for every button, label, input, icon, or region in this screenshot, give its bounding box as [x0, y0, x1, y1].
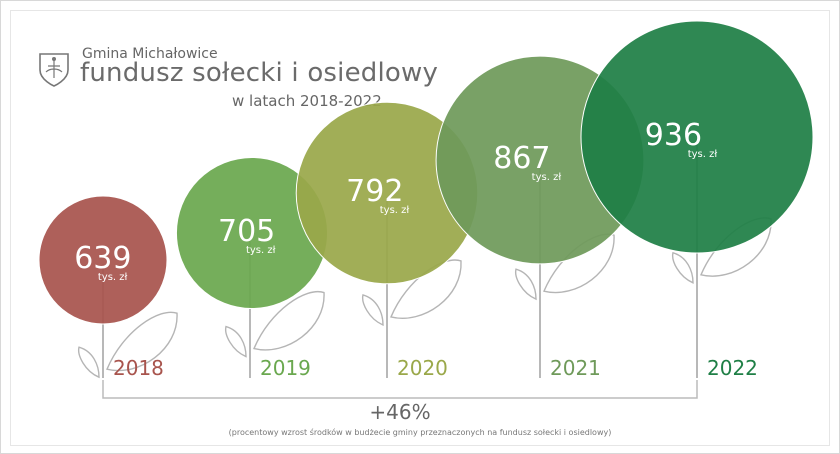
flower-leaf: [362, 294, 384, 326]
year-label: 2021: [550, 356, 601, 380]
flower-leaf: [78, 346, 100, 379]
flower-leaf: [106, 311, 178, 372]
flower-leaf: [515, 268, 537, 301]
page-title: fundusz sołecki i osiedlowy: [80, 58, 439, 88]
year-label: 2019: [260, 356, 311, 380]
inner-frame: [10, 10, 830, 446]
value-label: 705: [218, 214, 275, 249]
flower-leaf: [672, 251, 694, 284]
total-change: +46%: [369, 400, 431, 424]
year-label: 2020: [397, 356, 448, 380]
flower-circle: [580, 20, 814, 254]
bracket: [102, 380, 698, 399]
flower-leaf: [225, 325, 247, 358]
footnote: (procentowy wzrost środków w budżecie gm…: [228, 428, 612, 437]
value-label: 639: [74, 241, 131, 276]
unit-label: tys. zł: [246, 245, 276, 256]
flower-leaf: [253, 290, 325, 351]
org-name: Gmina Michałowice: [82, 46, 218, 62]
subtitle: w latach 2018-2022: [232, 92, 382, 110]
unit-label: tys. zł: [380, 205, 410, 216]
year-label: 2022: [707, 356, 758, 380]
unit-label: tys. zł: [532, 172, 562, 183]
value-label: 936: [645, 118, 702, 153]
value-label: 867: [493, 141, 550, 176]
flower-leaf: [390, 259, 462, 319]
value-label: 792: [346, 174, 403, 209]
year-label: 2018: [113, 356, 164, 380]
unit-label: tys. zł: [98, 272, 128, 283]
unit-label: tys. zł: [688, 149, 718, 160]
coat-of-arms-icon: [39, 53, 69, 87]
flower-circle: [38, 195, 168, 325]
